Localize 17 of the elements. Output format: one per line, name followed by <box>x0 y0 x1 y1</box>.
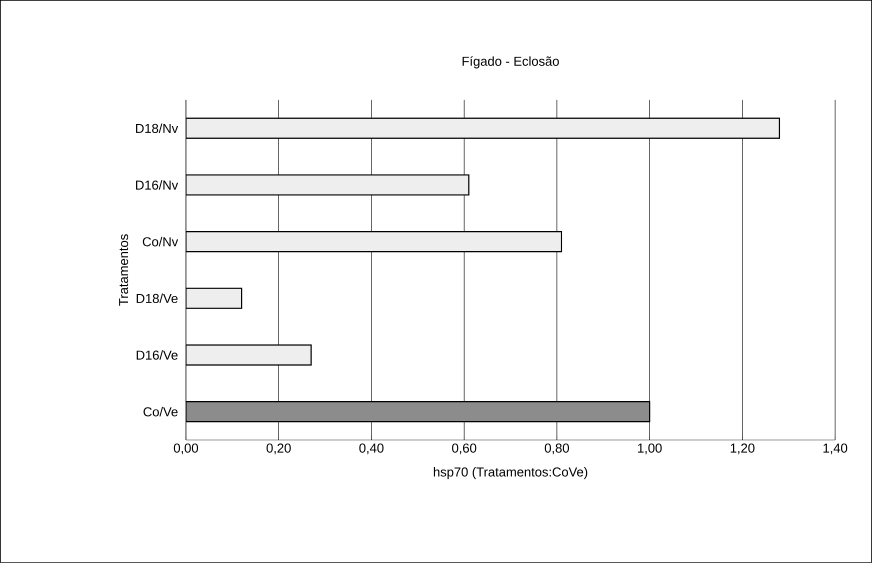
x-tick-label: 0,40 <box>359 444 384 454</box>
x-tick-label: 0,80 <box>544 444 569 454</box>
x-tick-label: 1,20 <box>730 444 754 454</box>
y-axis-title: Tratamentos <box>119 234 128 306</box>
y-tick-label: D16/Ve <box>136 350 178 360</box>
y-tick-label: D18/Ve <box>136 294 178 304</box>
y-tick-label: D18/Nv <box>136 124 178 134</box>
x-tick-label: 1,00 <box>638 444 662 454</box>
chart-title: Fígado - Eclosão <box>462 56 559 68</box>
x-tick-label: 0,00 <box>174 444 198 454</box>
y-tick-label: Co/Nv <box>142 236 178 246</box>
x-tick-label: 0,20 <box>266 444 291 454</box>
x-tick-label: 0,60 <box>452 444 476 454</box>
x-axis-title: hsp70 (Tratamentos:CoVe) <box>434 467 588 480</box>
y-tick-label: D16/Nv <box>136 180 178 190</box>
x-tick-label: 1,40 <box>823 444 848 454</box>
y-tick-label: Co/Ve <box>144 406 178 416</box>
